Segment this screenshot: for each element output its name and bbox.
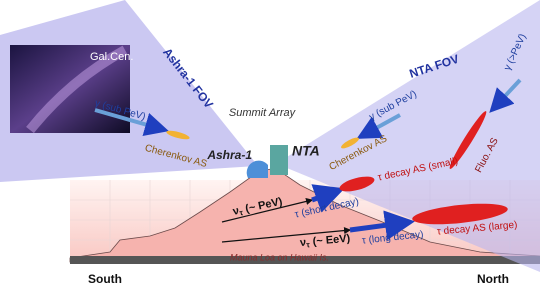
south-label: South bbox=[88, 272, 122, 286]
nta-station bbox=[270, 145, 288, 175]
nta-label: NTA bbox=[292, 143, 320, 159]
summit-label: Summit Array bbox=[229, 107, 297, 119]
diagram: Gal.Cen. γ (sub PeV) Cherenkov AS Ashra-… bbox=[0, 0, 540, 292]
north-label: North bbox=[477, 272, 509, 286]
mountain-label: Mauna Loa on Hawaii Is. bbox=[230, 252, 329, 262]
page: {"sky":{"label":"Gal.Cen."}, "ashra_fov"… bbox=[0, 0, 540, 292]
sky-label: Gal.Cen. bbox=[90, 51, 133, 63]
ashra-label: Ashra-1 bbox=[206, 148, 252, 162]
